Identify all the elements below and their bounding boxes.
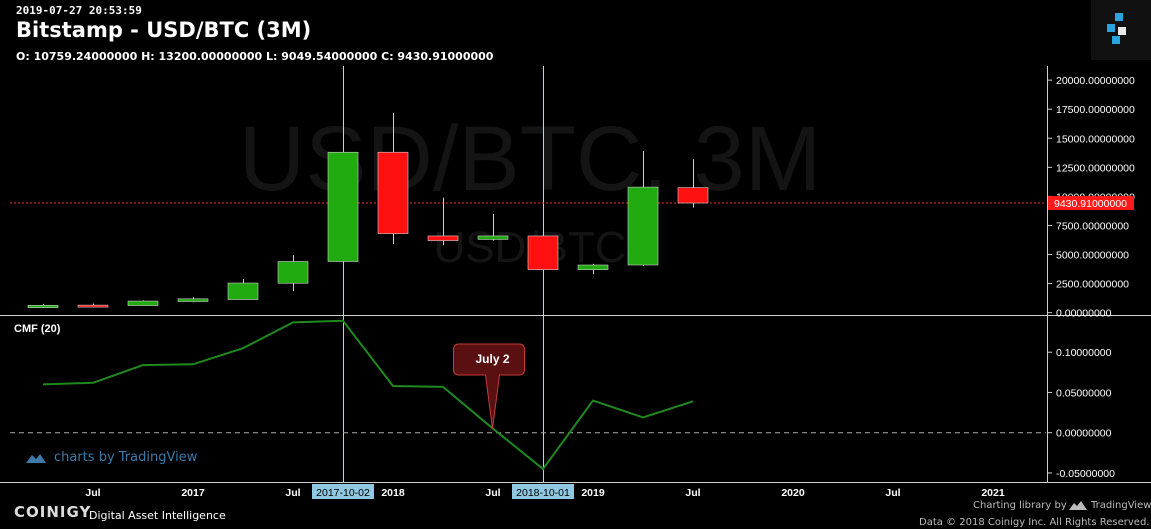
candle-body — [627, 186, 659, 266]
annotation-label: July 2 — [475, 352, 509, 366]
price-tick-label: 15000.00000000 — [1056, 133, 1135, 145]
last-price-badge — [1048, 196, 1134, 211]
price-pane[interactable] — [10, 73, 1046, 309]
candle-body — [677, 187, 709, 204]
x-tick-label: 2018 — [381, 487, 405, 499]
price-tick-label: 0.00000000 — [1056, 308, 1112, 320]
x-tick-label: Jul — [85, 487, 100, 499]
x-tick-label: Jul — [885, 487, 900, 499]
tradingview-cloud-icon — [26, 454, 46, 463]
crosshair-date-badge — [312, 484, 374, 499]
ohlc-readout: O: 10759.24000000 H: 13200.00000000 L: 9… — [16, 50, 494, 63]
annotation-callout — [453, 343, 525, 429]
candle-body — [77, 304, 109, 308]
x-tick-label: Jul — [285, 487, 300, 499]
candle-body — [177, 298, 209, 302]
price-tick-label: 2500.00000000 — [1056, 279, 1129, 291]
candle-body — [127, 300, 159, 306]
x-tick-label: 2020 — [781, 487, 805, 499]
candle-body — [327, 151, 359, 262]
x-tick-label: Jul — [685, 487, 700, 499]
price-tick-label: 7500.00000000 — [1056, 220, 1129, 232]
candle-body — [277, 261, 309, 284]
footer-charting-credit: Charting library by — [973, 500, 1067, 511]
footer-tagline: Digital Asset Intelligence — [89, 509, 226, 522]
cmf-tick-label: 0.00000000 — [1056, 428, 1112, 440]
x-tick-label: 2017 — [181, 487, 205, 499]
footer-brand: COINIGY — [14, 503, 92, 521]
price-tick-label: 12500.00000000 — [1056, 162, 1135, 174]
candle-body — [427, 235, 459, 241]
candle-body — [377, 151, 409, 234]
candle-body — [27, 305, 59, 308]
chart-timestamp: 2019-07-27 20:53:59 — [16, 4, 142, 17]
cmf-title: CMF (20) — [14, 323, 61, 335]
tradingview-footer-icon — [1069, 501, 1087, 510]
cmf-tick-label: -0.05000000 — [1056, 468, 1115, 480]
candle-body — [577, 264, 609, 270]
coinigy-logo-icon[interactable] — [1091, 0, 1151, 60]
chart-title: Bitstamp - USD/BTC (3M) — [16, 18, 312, 42]
x-tick-label: 2019 — [581, 487, 605, 499]
candle-body — [527, 235, 559, 270]
last-price-label: 9430.91000000 — [1054, 198, 1127, 210]
price-tick-label: 17500.00000000 — [1056, 104, 1135, 116]
crosshair-date-label: 2017-10-02 — [316, 487, 370, 499]
x-tick-label: 2021 — [981, 487, 1005, 499]
footer-tradingview[interactable]: TradingView — [1091, 500, 1151, 511]
candle-body — [227, 282, 259, 300]
tradingview-watermark[interactable]: charts by TradingView — [54, 450, 198, 465]
crosshair-date-label: 2018-10-01 — [516, 487, 570, 499]
x-tick-label: Jul — [485, 487, 500, 499]
cmf-pane[interactable]: CMF (20) July 2 — [10, 319, 1046, 471]
crosshair-date-badge — [512, 484, 574, 499]
watermark-large: USD/BTC, 3M — [239, 108, 822, 210]
price-tick-label: 5000.00000000 — [1056, 250, 1129, 262]
cmf-series-line — [42, 319, 694, 471]
footer-copyright: Data © 2018 Coinigy Inc. All Rights Rese… — [919, 517, 1150, 528]
candle-body — [477, 235, 509, 240]
cmf-tick-label: 0.10000000 — [1056, 347, 1112, 359]
cmf-tick-label: 0.05000000 — [1056, 387, 1112, 399]
axis-layer: 20000.00000000 17500.00000000 15000.000000… — [85, 75, 1135, 499]
price-tick-label: 20000.00000000 — [1056, 75, 1135, 87]
